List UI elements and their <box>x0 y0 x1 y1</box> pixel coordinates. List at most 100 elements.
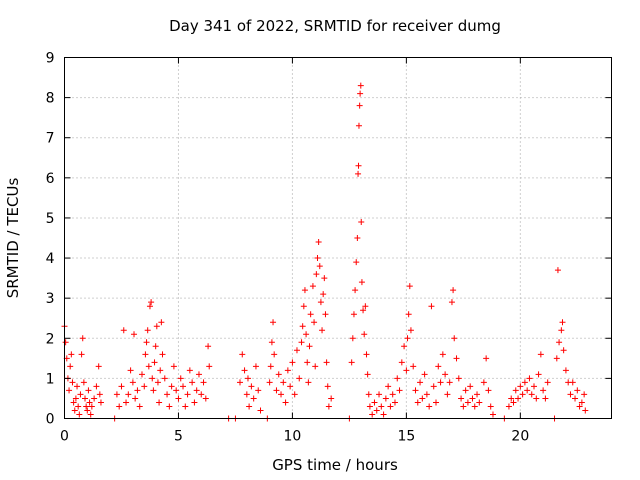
data-point <box>156 399 163 406</box>
data-point <box>271 351 278 358</box>
data-point <box>69 379 76 386</box>
data-point <box>77 391 84 398</box>
data-point <box>236 379 243 386</box>
data-point <box>325 403 332 410</box>
data-point <box>391 399 398 406</box>
data-point <box>275 371 282 378</box>
data-point <box>414 399 421 406</box>
data-point <box>483 355 490 362</box>
y-tick-label: 0 <box>46 412 55 428</box>
y-tick-label: 6 <box>46 171 55 187</box>
data-point <box>567 391 574 398</box>
data-point <box>581 391 588 398</box>
data-point <box>304 359 311 366</box>
data-point <box>313 271 320 278</box>
x-tick-label: 10 <box>284 429 302 445</box>
data-point <box>206 363 213 370</box>
data-point <box>244 375 251 382</box>
data-point <box>273 387 280 394</box>
data-point <box>298 339 305 346</box>
data-point <box>314 255 321 262</box>
data-point <box>357 90 364 97</box>
data-point <box>78 351 85 358</box>
data-point <box>369 411 376 418</box>
data-point <box>373 407 380 414</box>
data-point <box>301 287 308 294</box>
data-point <box>316 263 323 270</box>
data-point <box>430 383 437 390</box>
data-point <box>96 391 103 398</box>
data-point <box>67 363 74 370</box>
data-point <box>439 351 446 358</box>
data-point <box>68 351 75 358</box>
data-point <box>95 363 102 370</box>
data-point <box>154 379 161 386</box>
data-point <box>71 407 78 414</box>
data-point <box>531 383 538 390</box>
data-point <box>319 327 326 334</box>
data-point <box>168 383 175 390</box>
data-point <box>143 339 150 346</box>
data-point <box>524 387 531 394</box>
data-point <box>410 363 417 370</box>
data-point <box>250 395 257 402</box>
data-point <box>257 407 264 414</box>
data-point <box>467 383 474 390</box>
data-point <box>437 379 444 386</box>
data-point <box>380 411 387 418</box>
data-point <box>572 395 579 402</box>
data-point <box>574 387 581 394</box>
x-tick-labels: 0 5 10 15 20 <box>60 429 529 445</box>
data-point <box>352 287 359 294</box>
data-point <box>86 399 93 406</box>
data-point <box>278 391 285 398</box>
data-point <box>97 399 104 406</box>
data-point <box>166 403 173 410</box>
data-point <box>149 375 156 382</box>
axis-ticks <box>64 57 612 419</box>
data-point <box>189 379 196 386</box>
data-point <box>83 403 90 410</box>
data-point <box>85 387 92 394</box>
data-point <box>252 363 259 370</box>
data-point <box>198 391 205 398</box>
data-point <box>132 395 139 402</box>
data-point <box>75 403 82 410</box>
data-point <box>569 379 576 386</box>
data-point <box>116 403 123 410</box>
data-point <box>328 395 335 402</box>
data-point <box>404 335 411 342</box>
data-point <box>152 343 159 350</box>
data-point <box>394 375 401 382</box>
data-point <box>202 395 209 402</box>
data-point <box>537 351 544 358</box>
data-point <box>315 239 322 246</box>
data-point <box>542 395 549 402</box>
y-tick-label: 5 <box>46 211 55 227</box>
data-point <box>175 395 182 402</box>
data-point <box>435 363 442 370</box>
data-point <box>148 299 155 306</box>
data-point <box>84 407 91 414</box>
data-point <box>354 235 361 241</box>
data-point <box>361 331 368 338</box>
data-point <box>157 367 164 374</box>
data-point <box>177 375 184 382</box>
data-point <box>186 367 193 374</box>
data-point <box>363 351 370 358</box>
data-point <box>540 387 547 394</box>
data-point <box>120 327 127 334</box>
data-point <box>322 311 329 318</box>
data-point <box>348 359 355 366</box>
data-point <box>255 387 262 394</box>
data-points <box>61 82 589 422</box>
data-point <box>460 403 467 410</box>
data-point <box>562 367 569 374</box>
data-point <box>469 395 476 402</box>
data-point <box>150 387 157 394</box>
data-point <box>485 387 492 394</box>
data-point <box>407 327 414 334</box>
data-point <box>200 379 207 386</box>
data-point <box>360 307 367 314</box>
data-point <box>76 411 83 418</box>
